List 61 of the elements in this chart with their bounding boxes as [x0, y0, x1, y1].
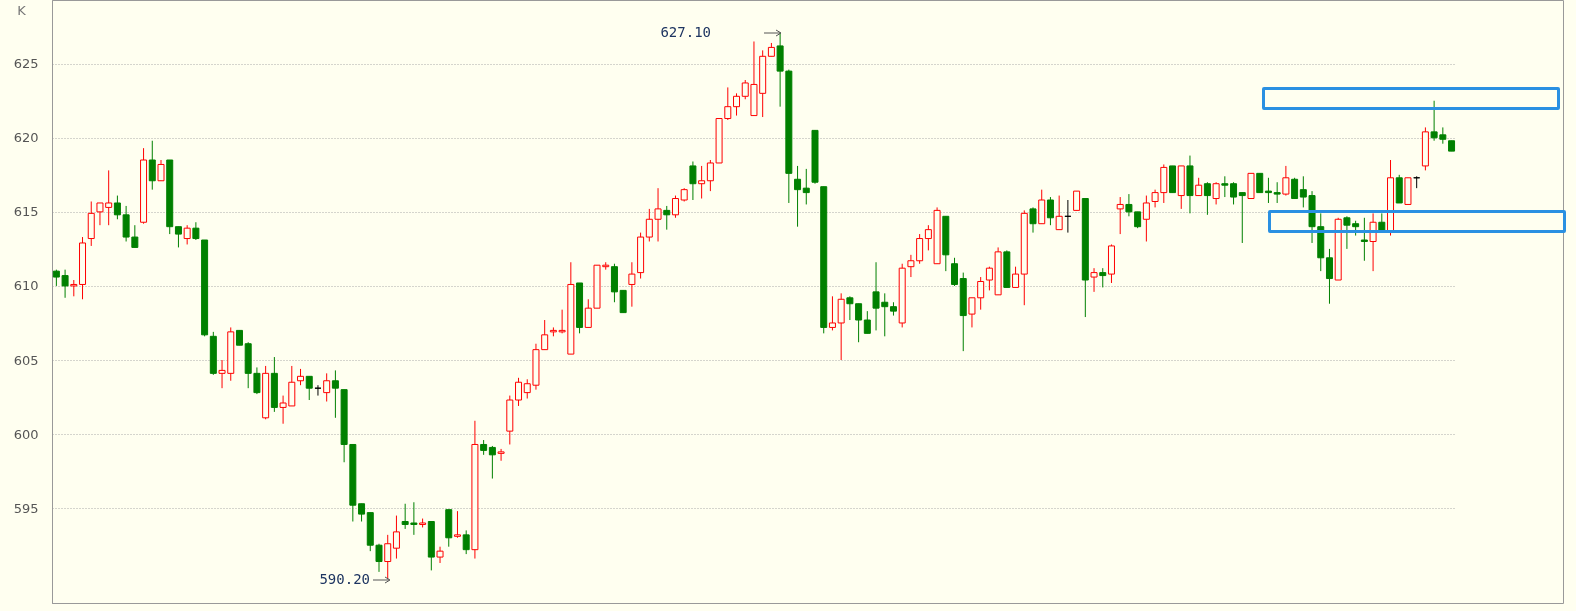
- candlestick: [1038, 189, 1046, 225]
- candlestick: [1264, 177, 1272, 204]
- candlestick: [863, 310, 871, 334]
- candlestick: [951, 257, 959, 287]
- candlestick: [1055, 195, 1063, 231]
- candlestick: [1142, 195, 1150, 242]
- candlestick: [1282, 165, 1290, 197]
- candlestick: [331, 369, 339, 419]
- candlestick: [794, 165, 802, 228]
- chart-title: K: [17, 3, 27, 18]
- candlestick: [148, 140, 156, 191]
- candlestick: [1090, 267, 1098, 293]
- candlestick: [515, 377, 523, 407]
- candlestick: [462, 529, 470, 555]
- candlestick: [1046, 196, 1054, 226]
- candlestick: [1291, 177, 1299, 200]
- candlestick: [1012, 266, 1020, 288]
- candlestick: [436, 546, 444, 564]
- y-tick-label: 625: [13, 56, 39, 72]
- y-tick-label: 620: [13, 130, 39, 146]
- candlestick: [1238, 192, 1246, 244]
- candlestick: [392, 515, 400, 560]
- y-tick-label: 605: [13, 352, 39, 368]
- candlestick: [1029, 206, 1037, 234]
- candlestick: [802, 168, 810, 205]
- candlestick: [628, 261, 636, 308]
- candlestick: [733, 92, 741, 117]
- candlestick: [384, 534, 392, 580]
- candlestick: [1221, 175, 1229, 198]
- candlestick: [183, 224, 191, 245]
- candlestick: [323, 372, 331, 403]
- candlestick: [488, 445, 496, 480]
- candlestick: [837, 292, 845, 361]
- candlestick: [663, 205, 671, 231]
- candlestick: [1116, 196, 1124, 235]
- annotation: 590.20: [319, 571, 370, 587]
- y-tick-label: 600: [13, 426, 39, 442]
- annotation: 627.10: [660, 24, 711, 40]
- candlestick: [1203, 181, 1211, 216]
- candlestick: [497, 448, 505, 462]
- candlestick: [453, 510, 461, 539]
- candlestick: [1256, 172, 1264, 194]
- candlestick: [1273, 181, 1281, 204]
- y-tick-label: 615: [13, 204, 39, 220]
- candlestick: [619, 289, 627, 314]
- candlestick: [698, 165, 706, 200]
- y-tick-label: 595: [13, 500, 39, 516]
- candlestick: [1325, 248, 1333, 305]
- candlestick: [157, 159, 165, 182]
- candlestick: [1073, 190, 1081, 211]
- candlestick: [305, 375, 313, 401]
- candlestick: [1360, 217, 1368, 262]
- candlestick: [174, 226, 182, 248]
- candlestick: [671, 195, 679, 219]
- candlestick: [1099, 267, 1107, 288]
- y-tick-label: 610: [13, 278, 39, 294]
- candlestick: [1230, 181, 1238, 205]
- candlestick: [1369, 212, 1377, 272]
- candlestick: [1212, 181, 1220, 205]
- candlestick: [828, 295, 836, 331]
- candlestick: [689, 160, 697, 201]
